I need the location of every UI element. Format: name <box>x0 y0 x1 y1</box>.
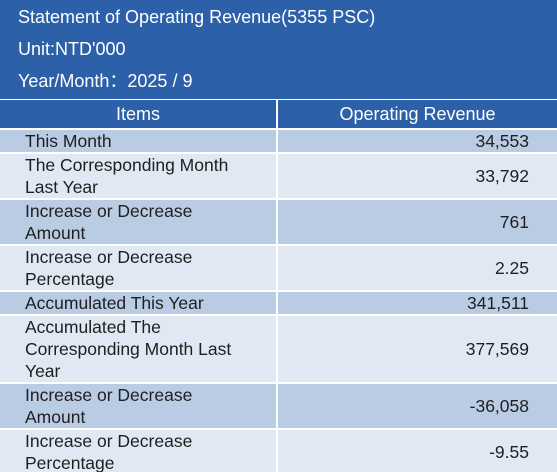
table-header-row: Items Operating Revenue <box>0 99 557 130</box>
table-row: Increase or Decrease Amount -36,058 <box>0 382 557 430</box>
unit-label: Unit:NTD'000 <box>18 39 126 59</box>
row-item-label: Increase or Decrease Amount <box>0 198 278 246</box>
row-item-label: This Month <box>0 128 278 154</box>
row-item-label: Increase or Decrease Percentage <box>0 244 278 292</box>
row-value: 377,569 <box>276 314 557 384</box>
row-item-label: Accumulated This Year <box>0 290 278 316</box>
table-row: Increase or Decrease Amount 761 <box>0 198 557 246</box>
row-value: 33,792 <box>276 152 557 200</box>
row-value: -36,058 <box>276 382 557 430</box>
period-label: Year/Month：2025 / 9 <box>18 71 193 91</box>
column-header-operating-revenue: Operating Revenue <box>276 99 557 130</box>
table-row: This Month 34,553 <box>0 128 557 154</box>
row-value: 341,511 <box>276 290 557 316</box>
table-row: The Corresponding Month Last Year 33,792 <box>0 152 557 200</box>
row-item-label: The Corresponding Month Last Year <box>0 152 278 200</box>
column-header-items: Items <box>0 99 278 130</box>
row-item-label: Increase or Decrease Amount <box>0 382 278 430</box>
row-value: -9.55 <box>276 428 557 472</box>
table-row: Accumulated This Year 341,511 <box>0 290 557 316</box>
revenue-table: Items Operating Revenue This Month 34,55… <box>0 99 557 472</box>
row-value: 34,553 <box>276 128 557 154</box>
table-row: Accumulated The Corresponding Month Last… <box>0 314 557 384</box>
table-row: Increase or Decrease Percentage 2.25 <box>0 244 557 292</box>
row-item-label: Accumulated The Corresponding Month Last… <box>0 314 278 384</box>
row-item-label: Increase or Decrease Percentage <box>0 428 278 472</box>
statement-title: Statement of Operating Revenue(5355 PSC) <box>18 7 376 27</box>
row-value: 761 <box>276 198 557 246</box>
table-row: Increase or Decrease Percentage -9.55 <box>0 428 557 472</box>
row-value: 2.25 <box>276 244 557 292</box>
